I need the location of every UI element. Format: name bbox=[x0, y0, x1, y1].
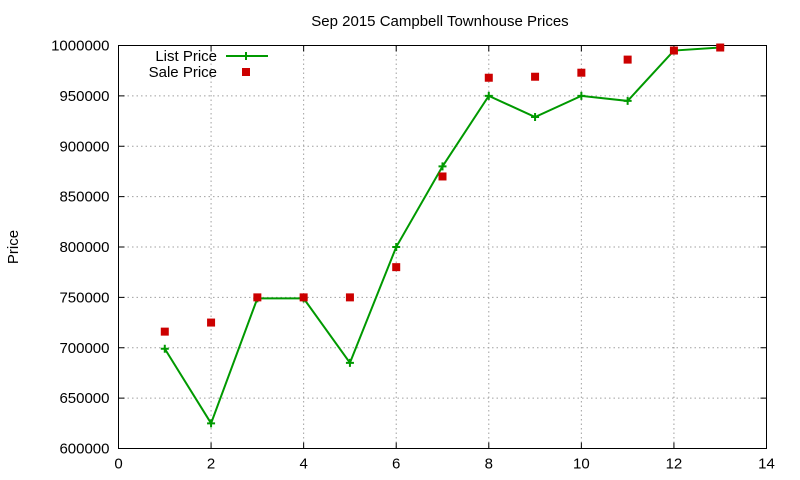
y-tick-label: 650000 bbox=[59, 390, 109, 407]
x-tick-label: 6 bbox=[392, 456, 400, 473]
data-series bbox=[160, 43, 725, 428]
data-point-sale-price bbox=[345, 293, 354, 302]
grid-lines bbox=[118, 45, 767, 449]
x-tick-label: 14 bbox=[758, 456, 775, 473]
y-tick-label: 900000 bbox=[59, 138, 109, 155]
x-tick-label: 2 bbox=[207, 456, 215, 473]
data-point-sale-price bbox=[207, 318, 216, 327]
x-tick-label: 4 bbox=[299, 456, 307, 473]
data-point-sale-price bbox=[438, 172, 447, 181]
data-point-list-price bbox=[577, 91, 586, 100]
data-point-sale-price bbox=[669, 46, 678, 55]
series-line-list-price bbox=[163, 46, 721, 426]
y-tick-label: 800000 bbox=[59, 239, 109, 256]
y-tick-label: 600000 bbox=[59, 441, 109, 458]
data-point-sale-price bbox=[392, 263, 401, 272]
data-point-list-price bbox=[531, 113, 540, 122]
x-tick-label: 8 bbox=[485, 456, 493, 473]
data-point-list-price bbox=[207, 419, 216, 428]
data-point-list-price bbox=[160, 344, 169, 353]
axis-ticks bbox=[118, 45, 767, 449]
data-point-list-price bbox=[484, 91, 493, 100]
y-tick-label: 1000000 bbox=[51, 38, 109, 55]
data-point-list-price bbox=[438, 162, 447, 171]
data-point-sale-price bbox=[160, 327, 169, 336]
y-tick-label: 750000 bbox=[59, 289, 109, 306]
data-point-list-price bbox=[392, 243, 401, 251]
data-point-sale-price bbox=[577, 68, 586, 77]
legend-entry-list-price: List Price bbox=[155, 48, 268, 65]
legend-label-list-price: List Price bbox=[155, 48, 217, 65]
x-tick-label: 10 bbox=[573, 456, 590, 473]
legend-marker-list-price bbox=[242, 52, 250, 60]
y-tick-label: 850000 bbox=[59, 189, 109, 206]
y-tick-label: 700000 bbox=[59, 340, 109, 357]
y-axis-label: Price bbox=[5, 230, 22, 264]
chart-title: Sep 2015 Campbell Townhouse Prices bbox=[311, 13, 568, 30]
legend-entry-sale-price: Sale Price bbox=[149, 64, 250, 81]
y-tick-label: 950000 bbox=[59, 88, 109, 105]
legend-label-sale-price: Sale Price bbox=[149, 64, 217, 81]
x-tick-label: 12 bbox=[666, 456, 683, 473]
data-point-sale-price bbox=[531, 72, 540, 81]
data-point-sale-price bbox=[299, 293, 308, 302]
data-point-sale-price bbox=[484, 73, 493, 82]
x-tick-label: 0 bbox=[114, 456, 122, 473]
data-point-list-price bbox=[345, 358, 354, 367]
data-point-sale-price bbox=[623, 55, 632, 64]
data-point-sale-price bbox=[716, 43, 725, 52]
legend-marker-sale-price bbox=[242, 68, 250, 76]
data-point-list-price bbox=[623, 96, 632, 105]
data-point-sale-price bbox=[253, 293, 262, 302]
legend: List Price Sale Price bbox=[149, 48, 268, 81]
